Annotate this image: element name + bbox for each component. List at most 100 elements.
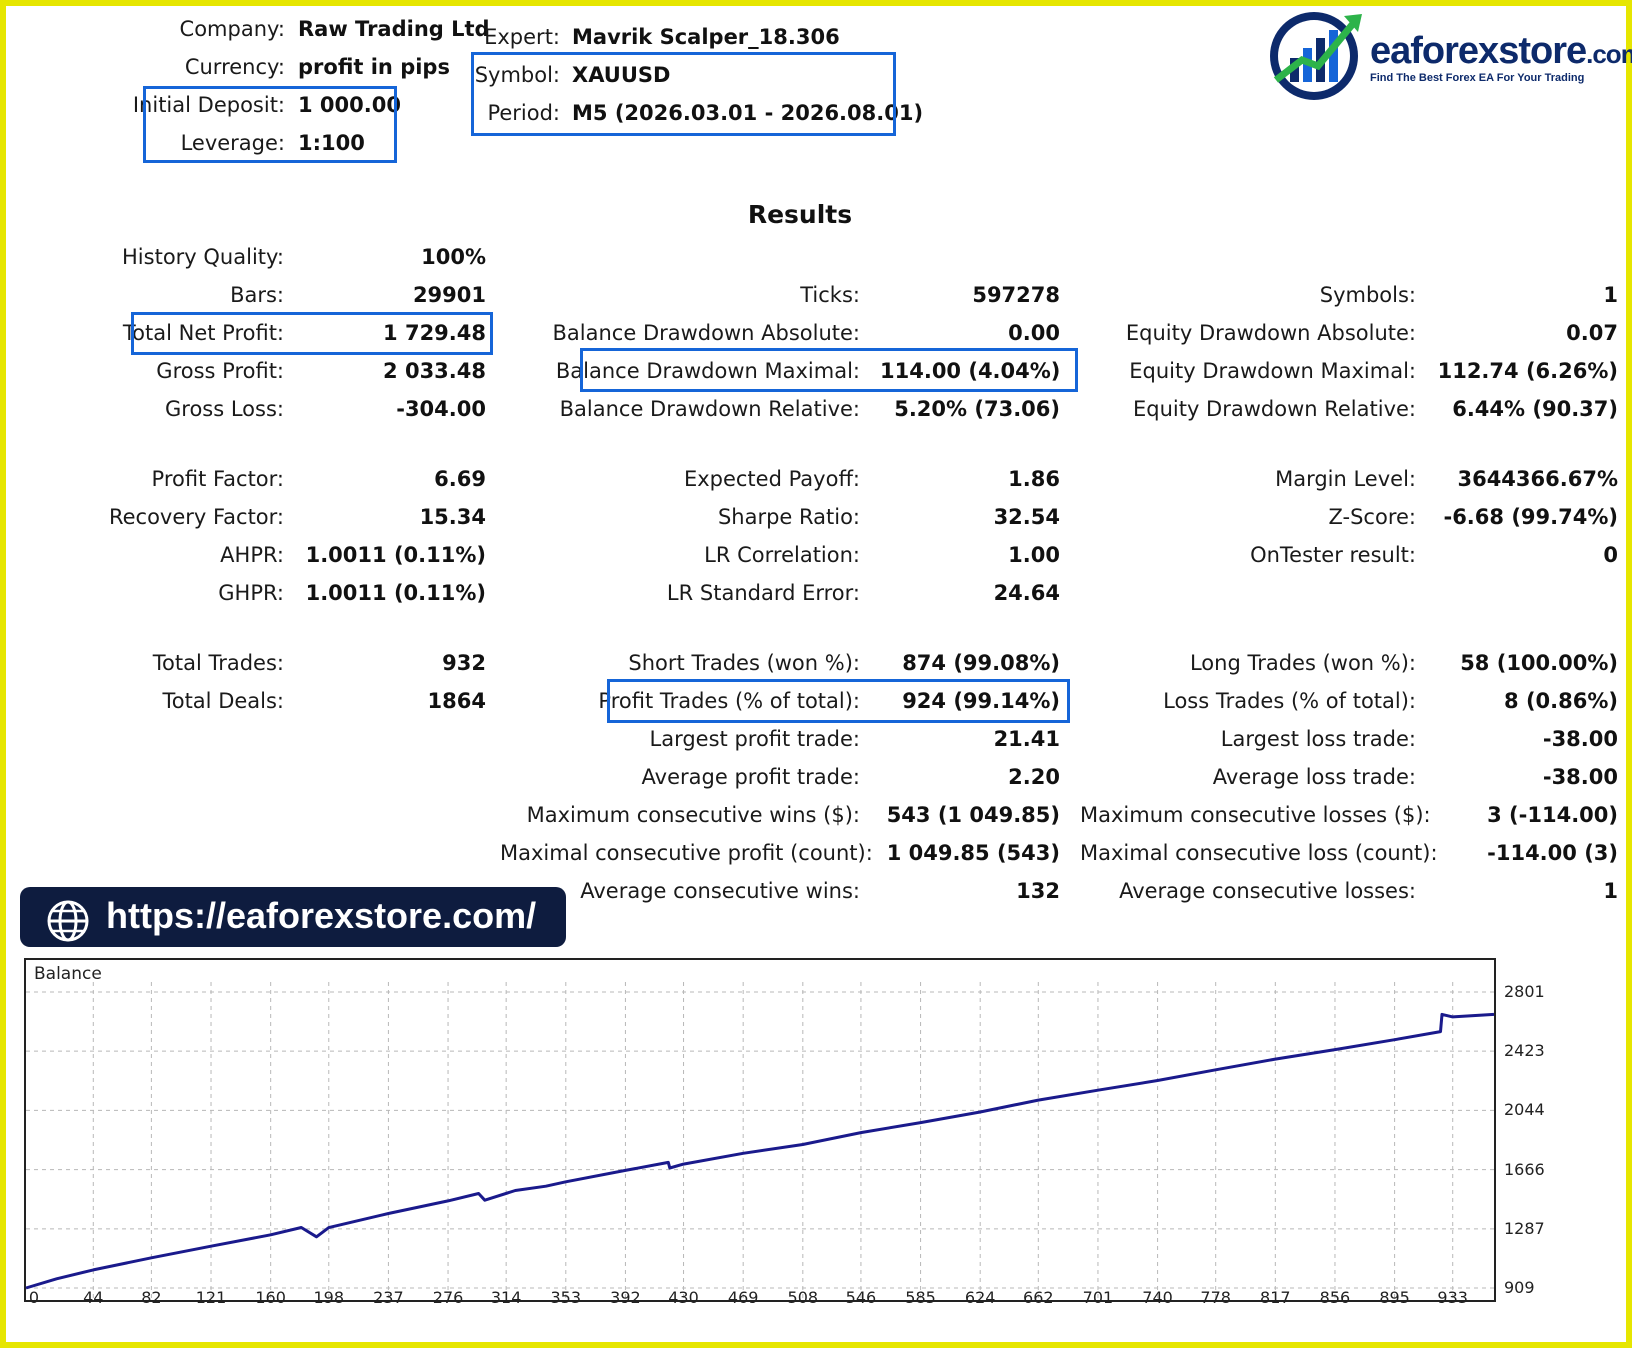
stat-label: Balance Drawdown Absolute:	[552, 321, 860, 345]
stat-label: OnTester result:	[1250, 543, 1416, 567]
x-tick-label: 469	[727, 1288, 759, 1307]
x-tick-label: 0	[28, 1288, 40, 1307]
chart-title: Balance	[34, 964, 102, 984]
stat-value: -6.68 (99.74%)	[1443, 505, 1618, 529]
stat-label: LR Standard Error:	[666, 581, 860, 605]
stat-label: Average profit trade:	[641, 765, 860, 789]
stat-label: Balance Drawdown Maximal:	[555, 359, 860, 383]
x-tick-label: 121	[195, 1288, 227, 1307]
stat-value: 2.20	[1008, 765, 1060, 789]
stat-value: 924 (99.14%)	[902, 689, 1060, 713]
x-tick-label: 353	[550, 1288, 582, 1307]
stat-value: 0.07	[1566, 321, 1618, 345]
x-tick-label: 701	[1082, 1288, 1114, 1307]
x-tick-label: 546	[845, 1288, 877, 1307]
stat-value: -38.00	[1542, 765, 1618, 789]
x-tick-label: 508	[787, 1288, 819, 1307]
x-tick-label: 740	[1142, 1288, 1173, 1307]
net-profit-highlight	[131, 312, 493, 355]
stat-value: 0.00	[1008, 321, 1060, 345]
period-label: Period:	[487, 101, 560, 125]
x-tick-label: 160	[255, 1288, 286, 1307]
x-tick-label: 585	[905, 1288, 936, 1307]
y-tick-label: 2423	[1504, 1041, 1545, 1061]
y-tick-label: 909	[1504, 1278, 1535, 1297]
stat-label: Z-Score:	[1328, 505, 1417, 529]
stat-label: Average consecutive losses:	[1119, 879, 1416, 903]
website-url-text[interactable]: https://eaforexstore.com/	[106, 895, 537, 936]
stat-label: Loss Trades (% of total):	[1163, 689, 1416, 713]
stat-label: Maximal consecutive profit (count):	[500, 841, 873, 865]
y-tick-label: 1666	[1504, 1159, 1545, 1179]
stat-value: 29901	[412, 283, 486, 307]
stat-value: -38.00	[1542, 727, 1618, 751]
stat-value: -304.00	[396, 397, 486, 421]
balance-chart: Balance 2801 2423 2044 1666 1287 909 0 44 82 121…	[24, 958, 1604, 1310]
x-tick-label: 856	[1319, 1288, 1351, 1307]
stat-label: Total Trades:	[152, 651, 284, 675]
stat-label: Symbols:	[1319, 283, 1416, 307]
stat-label: Equity Drawdown Absolute:	[1125, 321, 1416, 345]
stat-value: 1.0011 (0.11%)	[305, 543, 486, 567]
stat-value: 15.34	[419, 505, 486, 529]
logo-tagline: Find The Best Forex EA For Your Trading	[1370, 72, 1585, 84]
stat-value: 543 (1 049.85)	[886, 803, 1060, 827]
globe-icon	[47, 900, 89, 942]
stat-value: 132	[1016, 879, 1060, 903]
company-value: Raw Trading Ltd	[298, 17, 490, 41]
stat-label: GHPR:	[218, 581, 284, 605]
stat-value: 1	[1603, 879, 1618, 903]
currency-value: profit in pips	[298, 55, 450, 79]
balance-series-line	[25, 1012, 1495, 1290]
expert-value: Mavrik Scalper_18.306	[572, 25, 840, 49]
stat-label: Ticks:	[800, 283, 860, 307]
stat-label: Profit Factor:	[151, 467, 284, 491]
x-tick-label: 82	[141, 1288, 162, 1307]
stat-value: -114.00 (3)	[1487, 841, 1618, 865]
stat-value: 1	[1603, 283, 1618, 307]
stat-label: Expected Payoff:	[683, 467, 860, 491]
stat-value: 3644366.67%	[1457, 467, 1618, 491]
stat-label: Bars:	[230, 283, 284, 307]
stat-label: History Quality:	[122, 245, 284, 269]
stat-label: Maximum consecutive losses ($):	[1080, 803, 1431, 827]
stat-value: 1.00	[1008, 543, 1060, 567]
x-tick-label: 817	[1260, 1288, 1291, 1307]
stat-value: 6.44% (90.37)	[1452, 397, 1618, 421]
brand-logo: eaforexstore.com Find The Best Forex EA …	[1262, 6, 1632, 102]
logo-tld-text: .com	[1586, 39, 1632, 69]
initial-deposit-value: 1 000.00	[298, 93, 401, 117]
website-url-banner[interactable]: https://eaforexstore.com/	[20, 887, 566, 947]
x-tick-label: 624	[964, 1288, 996, 1307]
stat-value: 32.54	[993, 505, 1060, 529]
stat-label: Average consecutive wins:	[580, 879, 860, 903]
stat-label: Long Trades (won %):	[1189, 651, 1416, 675]
y-tick-label: 2801	[1504, 982, 1545, 1001]
currency-label: Currency:	[184, 55, 285, 79]
x-tick-label: 198	[313, 1288, 345, 1307]
stat-value: 1 729.48	[383, 321, 486, 345]
stat-label: Total Deals:	[162, 689, 284, 713]
initial-deposit-label: Initial Deposit:	[132, 93, 285, 117]
stat-label: Maximal consecutive loss (count):	[1080, 841, 1438, 865]
stat-label: Gross Loss:	[165, 397, 284, 421]
x-tick-label: 933	[1437, 1288, 1468, 1307]
results-title: Results	[747, 200, 853, 229]
stat-label: AHPR:	[220, 543, 284, 567]
stat-value: 3 (-114.00)	[1487, 803, 1618, 827]
stat-value: 1.86	[1008, 467, 1060, 491]
stat-label: LR Correlation:	[704, 543, 860, 567]
stat-label: Largest profit trade:	[649, 727, 860, 751]
x-tick-label: 430	[668, 1288, 699, 1307]
x-tick-label: 314	[490, 1288, 522, 1307]
x-tick-label: 276	[432, 1288, 464, 1307]
y-tick-label: 2044	[1504, 1100, 1545, 1120]
leverage-label: Leverage:	[180, 131, 285, 155]
stat-label: Equity Drawdown Maximal:	[1129, 359, 1416, 383]
leverage-value: 1:100	[298, 131, 365, 155]
x-tick-label: 895	[1379, 1288, 1410, 1307]
x-tick-label: 662	[1023, 1288, 1054, 1307]
stat-label: Recovery Factor:	[108, 505, 284, 529]
stat-value: 8 (0.86%)	[1504, 689, 1618, 713]
